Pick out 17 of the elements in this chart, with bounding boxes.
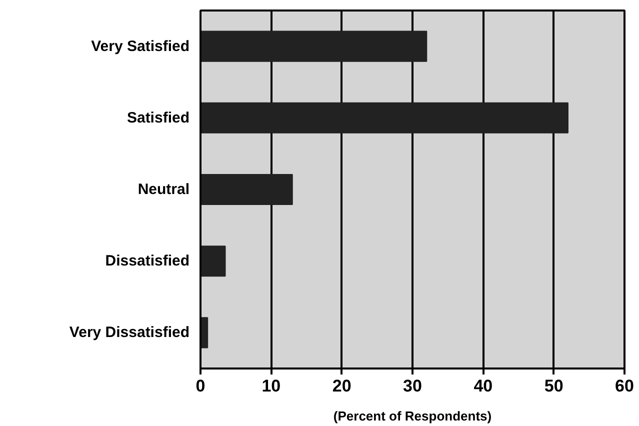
y-tick-label: Very Satisfied: [91, 38, 190, 55]
y-tick-label: Satisfied: [126, 109, 190, 126]
bar: [200, 246, 226, 277]
x-tick-label: 10: [262, 376, 281, 396]
bar: [200, 174, 293, 206]
x-tick-label: 50: [544, 376, 564, 396]
bar: [200, 30, 428, 62]
x-axis-title: (Percent of Respondents): [333, 408, 492, 424]
y-tick-label: Very Dissatisfied: [69, 324, 190, 342]
x-tick-label: 20: [332, 376, 352, 396]
y-tick-label: Neutral: [138, 181, 190, 198]
x-tick-label: 60: [615, 376, 634, 396]
x-tick-label: 40: [474, 376, 493, 396]
bar: [200, 102, 568, 134]
x-tick-label: 30: [403, 376, 422, 396]
x-tick-label: 0: [196, 376, 206, 396]
y-tick-label: Dissatisfied: [105, 252, 190, 270]
